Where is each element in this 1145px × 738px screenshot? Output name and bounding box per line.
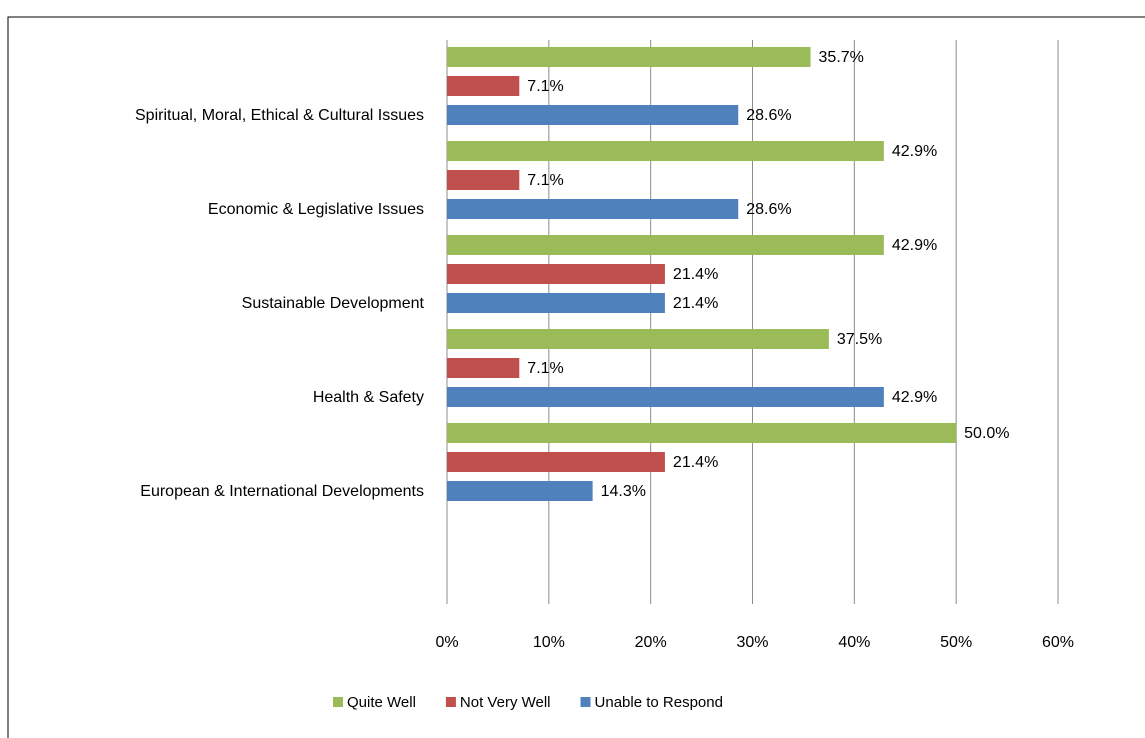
- data-label: 7.1%: [527, 360, 563, 377]
- bar: [447, 358, 520, 378]
- legend-label: Quite Well: [347, 694, 416, 711]
- data-label: 28.6%: [746, 201, 791, 218]
- data-label: 7.1%: [527, 78, 563, 95]
- data-label: 42.9%: [892, 143, 937, 160]
- y-tick-label: Economic & Legislative Issues: [208, 201, 424, 218]
- y-tick-label: European & International Developments: [140, 483, 424, 500]
- legend-swatch: [333, 697, 343, 707]
- x-tick-label: 0%: [435, 634, 458, 651]
- y-tick-label: Sustainable Development: [242, 295, 425, 312]
- bar: [447, 141, 884, 161]
- bar: [447, 329, 829, 349]
- x-tick-label: 50%: [940, 634, 972, 651]
- bar: [447, 387, 884, 407]
- x-tick-label: 20%: [635, 634, 667, 651]
- bar: [447, 235, 884, 255]
- bar: [447, 76, 520, 96]
- y-tick-label: Spiritual, Moral, Ethical & Cultural Iss…: [135, 107, 424, 124]
- data-label: 28.6%: [746, 107, 791, 124]
- legend-swatch: [580, 697, 591, 707]
- legend-label: Unable to Respond: [595, 694, 723, 711]
- data-label: 37.5%: [837, 331, 882, 348]
- bar: [447, 452, 665, 472]
- data-label: 7.1%: [527, 172, 563, 189]
- chart-frame: [7, 16, 1145, 738]
- x-tick-label: 40%: [838, 634, 870, 651]
- bar: [447, 105, 739, 125]
- bar: [447, 264, 665, 284]
- bar: [447, 199, 739, 219]
- legend-label: Not Very Well: [460, 694, 551, 711]
- y-tick-label: Health & Safety: [313, 389, 424, 406]
- bar: [447, 293, 665, 313]
- data-label: 21.4%: [673, 295, 718, 312]
- data-label: 42.9%: [892, 389, 937, 406]
- bar: [447, 170, 520, 190]
- data-label: 35.7%: [819, 49, 864, 66]
- x-tick-label: 10%: [533, 634, 565, 651]
- legend-swatch: [445, 697, 456, 707]
- data-label: 42.9%: [892, 237, 937, 254]
- x-tick-label: 30%: [736, 634, 768, 651]
- data-label: 21.4%: [673, 454, 718, 471]
- data-label: 21.4%: [673, 266, 718, 283]
- x-tick-label: 60%: [1042, 634, 1074, 651]
- bar: [447, 47, 811, 67]
- data-label: 50.0%: [964, 425, 1009, 442]
- data-label: 14.3%: [601, 483, 646, 500]
- bar: [447, 481, 593, 501]
- bar: [447, 423, 957, 443]
